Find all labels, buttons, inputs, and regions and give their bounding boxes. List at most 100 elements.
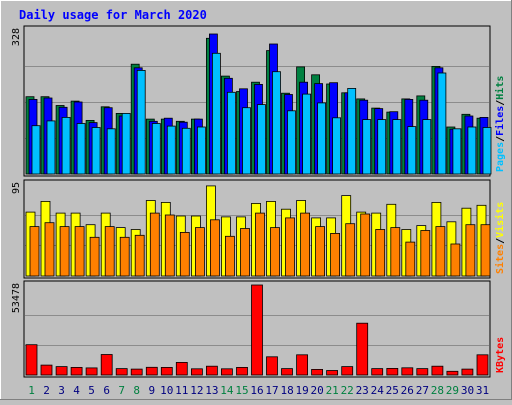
bar-sites-day-7 xyxy=(119,236,130,277)
y-max-label: 328 xyxy=(11,28,22,46)
bar-sites-day-21 xyxy=(330,232,341,277)
bar-pages-day-13 xyxy=(211,52,221,175)
bar-kbytes-day-10 xyxy=(160,366,173,376)
bar-kbytes-day-12 xyxy=(190,368,203,376)
bar-kbytes-day-8 xyxy=(130,368,143,376)
chart-title: Daily usage for March 2020 xyxy=(19,8,207,22)
bar-sites-day-6 xyxy=(104,226,115,277)
x-tick-label: 8 xyxy=(133,384,140,397)
bar-pages-day-14 xyxy=(226,91,236,175)
x-tick-label: 10 xyxy=(160,384,173,397)
bar-kbytes-day-19 xyxy=(296,354,309,376)
bar-kbytes-day-4 xyxy=(70,366,83,376)
x-tick-label: 13 xyxy=(205,384,218,397)
x-tick-label: 12 xyxy=(190,384,203,397)
bar-pages-day-15 xyxy=(242,107,251,175)
x-tick-label: 26 xyxy=(401,384,414,397)
bar-pages-day-9 xyxy=(151,123,161,175)
bar-pages-day-6 xyxy=(106,128,116,175)
x-tick-label: 11 xyxy=(175,384,188,397)
bar-pages-day-27 xyxy=(422,119,432,175)
bar-pages-day-4 xyxy=(76,123,86,175)
bar-pages-day-19 xyxy=(302,93,312,175)
x-tick-label: 31 xyxy=(476,384,489,397)
x-tick-label: 4 xyxy=(73,384,80,397)
bar-sites-day-31 xyxy=(480,224,491,277)
bar-sites-day-3 xyxy=(59,226,70,277)
series-pages xyxy=(31,52,492,175)
bar-kbytes-day-2 xyxy=(40,364,53,376)
x-tick-label: 7 xyxy=(118,384,125,397)
bar-pages-day-25 xyxy=(392,119,402,175)
x-tick-label: 16 xyxy=(250,384,263,397)
bar-kbytes-day-14 xyxy=(220,368,233,376)
bar-sites-day-20 xyxy=(315,226,326,277)
bar-sites-day-16 xyxy=(255,212,265,277)
bar-kbytes-day-30 xyxy=(461,368,474,376)
legend-entry: / xyxy=(495,136,506,142)
legend-text: Sites/Visits xyxy=(494,202,506,274)
legend-entry: Visits xyxy=(494,202,506,238)
x-tick-label: 2 xyxy=(43,384,50,397)
bar-pages-day-30 xyxy=(467,126,477,175)
bar-kbytes-day-23 xyxy=(356,322,369,376)
bar-pages-day-24 xyxy=(377,119,387,175)
legend-entry: Pages xyxy=(495,142,506,172)
bar-pages-day-21 xyxy=(332,117,342,175)
bar-kbytes-day-9 xyxy=(145,366,158,376)
bar-kbytes-day-26 xyxy=(401,367,414,376)
legend-entry: KBytes xyxy=(495,337,506,373)
bar-pages-day-8 xyxy=(136,70,146,175)
panels-layer: 328 Pages/Files/Hits 95 Sites/Visits 53478 KB… xyxy=(11,25,506,378)
legend-entry: / xyxy=(495,100,506,106)
legend-kbytes: KBytes xyxy=(495,337,506,373)
bar-pages-day-11 xyxy=(181,127,191,175)
bar-sites-day-30 xyxy=(465,224,476,277)
bar-pages-day-28 xyxy=(437,72,447,175)
panel-kbytes: 53478 KBytes xyxy=(11,280,506,378)
legend-text: KBytes xyxy=(495,337,506,373)
bar-sites-day-22 xyxy=(345,223,356,277)
bar-pages-day-10 xyxy=(166,125,176,175)
x-tick-label: 22 xyxy=(341,384,354,397)
bar-sites-day-28 xyxy=(435,226,446,277)
bar-sites-day-23 xyxy=(360,213,371,277)
bar-sites-day-19 xyxy=(300,212,311,277)
legend-text: Pages/Files/Hits xyxy=(494,76,506,172)
bar-kbytes-day-31 xyxy=(476,354,489,376)
bar-sites-day-18 xyxy=(285,217,295,277)
x-tick-label: 1 xyxy=(28,384,35,397)
bar-sites-day-17 xyxy=(270,227,280,277)
x-tick-label: 29 xyxy=(446,384,459,397)
bar-sites-day-10 xyxy=(164,214,175,277)
bar-sites-day-15 xyxy=(240,228,250,277)
y-max-label: 53478 xyxy=(11,283,22,313)
bar-kbytes-day-11 xyxy=(175,361,188,376)
x-tick-label: 9 xyxy=(148,384,155,397)
bar-pages-day-7 xyxy=(121,113,131,175)
bar-kbytes-day-17 xyxy=(266,356,278,376)
x-tick-label: 27 xyxy=(416,384,429,397)
bar-sites-day-25 xyxy=(390,227,401,277)
bar-kbytes-day-13 xyxy=(205,365,218,376)
bar-pages-day-22 xyxy=(347,88,357,175)
x-tick-label: 24 xyxy=(371,384,385,397)
y-max-label: 95 xyxy=(11,182,22,194)
bar-kbytes-day-25 xyxy=(386,367,399,376)
bar-sites-day-14 xyxy=(224,235,235,277)
x-tick-label: 30 xyxy=(461,384,474,397)
bar-pages-day-20 xyxy=(317,102,327,175)
bar-pages-day-17 xyxy=(272,71,281,175)
bar-pages-day-29 xyxy=(452,128,462,175)
x-tick-label: 23 xyxy=(356,384,369,397)
x-tick-label: 21 xyxy=(326,384,339,397)
series-kbytes xyxy=(25,284,489,376)
x-tick-label: 25 xyxy=(386,384,399,397)
bar-kbytes-day-7 xyxy=(115,368,128,376)
bar-kbytes-day-1 xyxy=(25,344,38,376)
bar-sites-day-29 xyxy=(450,243,461,277)
x-tick-label: 20 xyxy=(310,384,323,397)
x-tick-label: 15 xyxy=(235,384,248,397)
legend-entry: / xyxy=(495,238,506,244)
